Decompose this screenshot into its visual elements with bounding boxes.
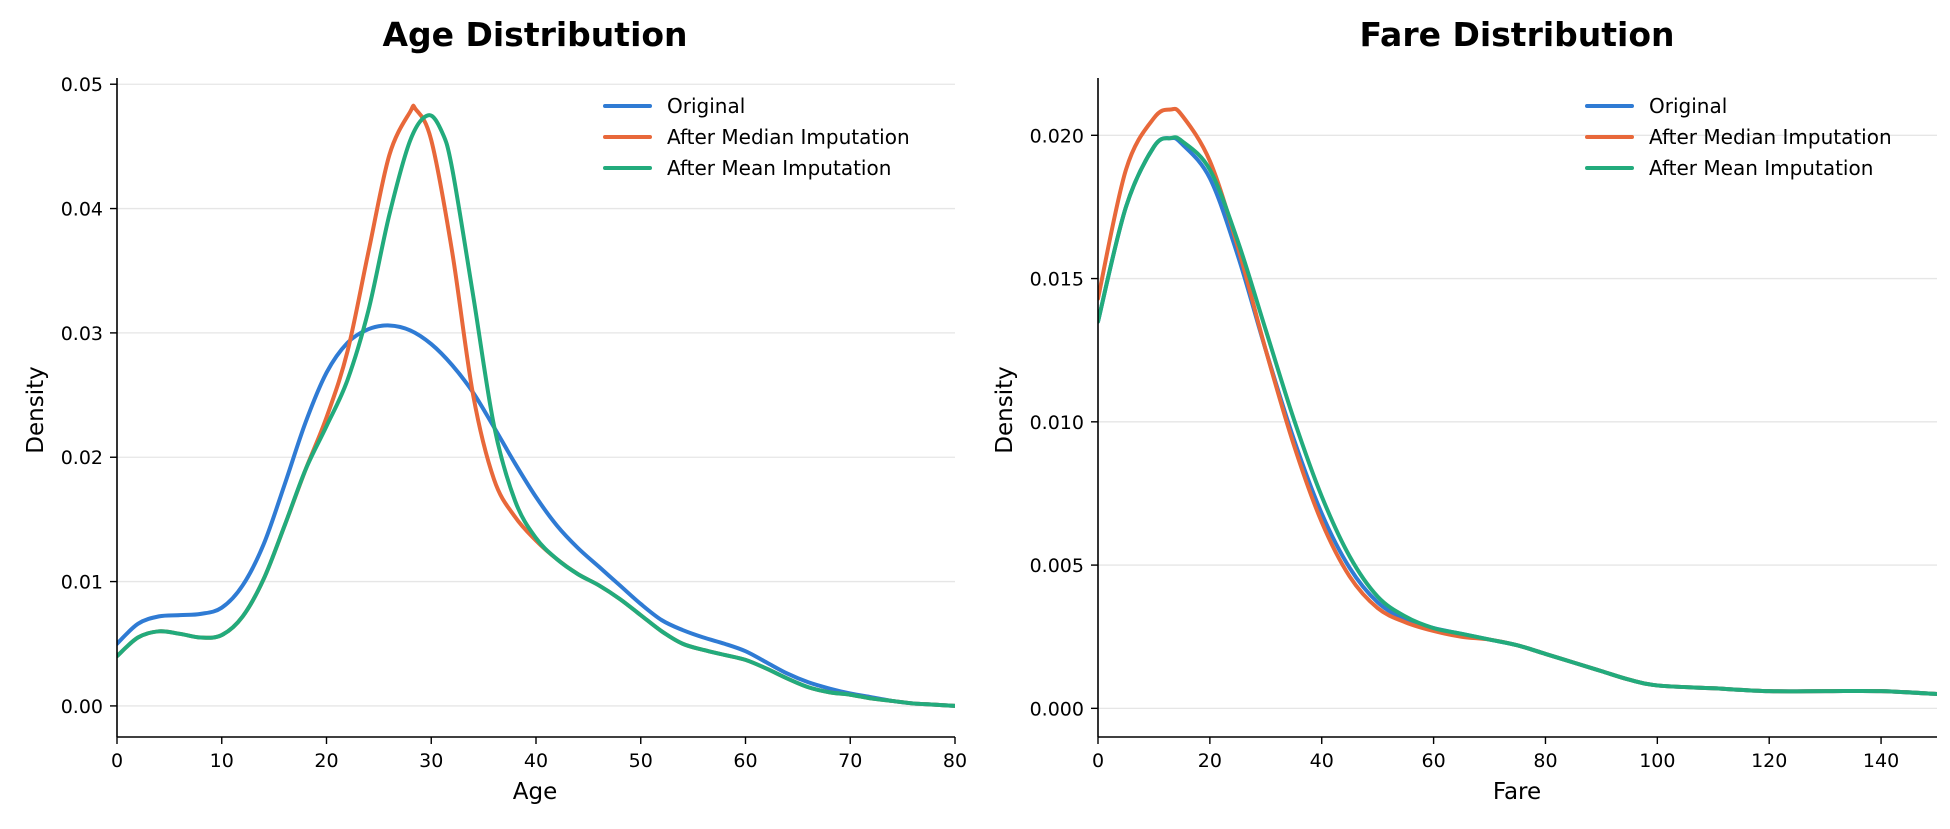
fare-y-tick-label: 0.015 — [1030, 269, 1084, 291]
fare-x-tick-label: 40 — [1310, 750, 1334, 772]
fare-legend-label: Original — [1649, 94, 1727, 118]
fare-series — [1098, 106, 1937, 697]
age-y-tick-label: 0.04 — [61, 199, 103, 221]
age-x-tick-label: 20 — [314, 750, 338, 772]
age-distribution-panel: Age Distribution Age Density 0 10 20 30 40 50… — [23, 15, 967, 805]
age-y-axis-label: Density — [23, 366, 49, 453]
fare-legend-label: After Mean Imputation — [1649, 156, 1873, 180]
fare-legend: Original After Median Imputation After Mea… — [1585, 94, 1892, 180]
fare-x-tick-label: 120 — [1751, 750, 1787, 772]
age-y-tick-label: 0.02 — [61, 447, 103, 469]
age-x-tick-label: 40 — [524, 750, 548, 772]
fare-x-axis-label: Fare — [1493, 779, 1541, 805]
age-y-tick-label: 0.01 — [61, 572, 103, 594]
age-axes: 0 10 20 30 40 50 60 70 80 0.00 0.01 0.02 0.03 0.04 0.0… — [61, 74, 967, 772]
fare-chart-title: Fare Distribution — [1359, 15, 1674, 54]
fare-y-tick-label: 0.000 — [1030, 698, 1084, 720]
age-series-line-mean — [117, 113, 955, 708]
fare-series-line-original — [1098, 135, 1937, 697]
fare-distribution-panel: Fare Distribution Fare Density 0 20 40 60 80… — [992, 15, 1937, 805]
age-x-axis-label: Age — [513, 779, 557, 805]
age-legend-label: Original — [667, 94, 745, 118]
fare-y-axis-label: Density — [992, 366, 1018, 453]
age-legend-label: After Mean Imputation — [667, 156, 891, 180]
age-series-line-original — [117, 323, 955, 708]
age-x-tick-label: 10 — [210, 750, 234, 772]
age-x-tick-label: 50 — [629, 750, 653, 772]
fare-x-tick-label: 140 — [1863, 750, 1899, 772]
fare-y-tick-label: 0.010 — [1030, 412, 1084, 434]
age-gridlines — [117, 83, 955, 707]
fare-y-tick-label: 0.020 — [1030, 125, 1084, 147]
age-y-tick-label: 0.03 — [61, 323, 103, 345]
fare-x-tick-label: 0 — [1092, 750, 1104, 772]
fare-y-tick-label: 0.005 — [1030, 555, 1084, 577]
age-x-tick-label: 0 — [111, 750, 123, 772]
age-x-tick-label: 30 — [419, 750, 443, 772]
age-x-tick-label: 70 — [838, 750, 862, 772]
fare-x-tick-label: 60 — [1422, 750, 1446, 772]
age-chart-title: Age Distribution — [382, 15, 687, 54]
fare-axes: 0 20 40 60 80 100 120 140 0.000 0.005 0.010 0.015 0.… — [1030, 78, 1937, 772]
age-x-tick-label: 80 — [943, 750, 967, 772]
age-series — [117, 103, 955, 708]
age-legend-label: After Median Imputation — [667, 125, 910, 149]
age-y-tick-label: 0.05 — [61, 74, 103, 96]
age-x-tick-label: 60 — [733, 750, 757, 772]
fare-legend-label: After Median Imputation — [1649, 125, 1892, 149]
fare-x-tick-label: 20 — [1198, 750, 1222, 772]
fare-x-tick-label: 100 — [1639, 750, 1675, 772]
fare-x-tick-label: 80 — [1533, 750, 1557, 772]
age-legend: Original After Median Imputation After Mea… — [603, 94, 910, 180]
fare-series-line-mean — [1098, 135, 1937, 697]
age-y-tick-label: 0.00 — [61, 696, 103, 718]
fare-gridlines — [1098, 134, 1937, 709]
